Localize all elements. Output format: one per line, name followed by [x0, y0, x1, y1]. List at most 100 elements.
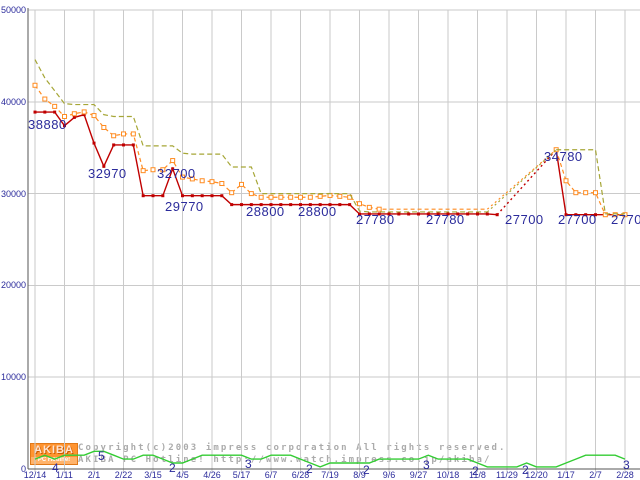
x-tick-label: 1/11 [56, 470, 73, 480]
shop-count-label: 4 [52, 461, 59, 475]
average-price-marker [288, 194, 294, 200]
lowest-price-marker [161, 194, 165, 198]
lowest-price-marker [269, 203, 273, 207]
shop-count-label: 5 [98, 449, 105, 463]
lowest-price-marker [43, 110, 47, 114]
average-price-marker [376, 206, 382, 212]
average-price-marker [258, 194, 264, 200]
lowest-price-marker [593, 213, 597, 217]
x-tick-label: 9/6 [382, 470, 396, 480]
lowest-price-marker [171, 167, 175, 171]
lowest-price-marker [53, 110, 57, 114]
average-price-marker [297, 194, 303, 200]
shop-count-label: 2 [472, 464, 479, 478]
shop-count-label: 3 [623, 458, 630, 472]
lowest-price-marker [436, 212, 440, 216]
lowest-price-marker [210, 194, 214, 198]
x-tick-label: 9/27 [409, 470, 428, 480]
shop_count-line [34, 450, 626, 468]
average-price-marker [160, 167, 166, 173]
lowest-price-marker [584, 213, 588, 217]
x-tick-label: 2/28 [616, 470, 634, 480]
average-price-marker [229, 190, 235, 196]
average-price-marker [52, 103, 58, 109]
lowest_price-line [35, 111, 498, 216]
lowest-price-marker [446, 212, 450, 216]
shop-count-label: 2 [363, 463, 370, 477]
y-tick-label: 20000 [0, 280, 26, 291]
average-price-marker [111, 133, 117, 139]
price-value-label: 34780 [544, 149, 583, 164]
shop-count-label: 2 [169, 461, 176, 475]
lowest-price-marker [92, 141, 96, 145]
x-tick-label: 6/7 [264, 470, 278, 480]
x-tick-label: 6/28 [291, 470, 310, 480]
lowest-price-marker [564, 213, 568, 217]
price-value-label: 38880 [28, 117, 67, 132]
lowest-price-marker [298, 203, 302, 207]
average-price-marker [268, 194, 274, 200]
lowest-price-marker [318, 203, 322, 207]
lowest-price-marker [466, 212, 470, 216]
lowest-price-marker [82, 113, 86, 117]
lowest-price-marker [485, 212, 489, 216]
lowest-price-marker [289, 203, 293, 207]
lowest-price-marker [456, 212, 460, 216]
akiba-logo-title: AKIBA [31, 444, 77, 457]
average-price-marker [120, 131, 126, 137]
average-price-marker [170, 158, 176, 164]
average-price-marker [71, 111, 77, 117]
highest_price-gap-line [486, 149, 557, 213]
average-price-marker [583, 190, 589, 196]
lowest-price-marker [102, 164, 106, 168]
x-tick-label: 5/17 [232, 470, 251, 480]
x-tick-label: 2/1 [87, 470, 101, 480]
y-tick-label: 0 [20, 464, 26, 474]
lowest-price-marker [328, 203, 332, 207]
lowest-price-marker [338, 203, 342, 207]
price-value-label: 27700 [505, 212, 544, 227]
lowest-price-marker [574, 213, 578, 217]
average-price-marker [317, 193, 323, 199]
y-tick-label: 30000 [0, 188, 26, 199]
x-tick-label: 3/15 [144, 470, 162, 480]
lowest-price-marker [475, 212, 479, 216]
highest_price-line [34, 59, 488, 213]
average-price-marker [248, 191, 254, 197]
average-price-marker [140, 168, 146, 174]
lowest-price-marker [230, 203, 234, 207]
average-price-marker [199, 178, 205, 184]
average-price-marker [592, 190, 598, 196]
x-tick-label: 11/8 [469, 470, 486, 480]
lowest-price-marker [239, 203, 243, 207]
lowest-price-marker [377, 212, 381, 216]
lowest-price-marker [416, 212, 420, 216]
x-tick-label: 2/22 [114, 470, 133, 480]
x-tick-label: 12/20 [525, 470, 548, 480]
price-value-label: 29770 [165, 199, 204, 214]
lowest-price-marker [33, 110, 37, 114]
x-tick-label: 10/18 [436, 470, 460, 480]
average_price-gap-line [486, 149, 557, 210]
average-price-marker [101, 125, 107, 131]
average-price-marker [209, 179, 215, 185]
lowest-price-marker [348, 203, 352, 207]
lowest-price-marker [180, 194, 184, 198]
site-url-text: AKIBA PC Hotline! http://www.watch.impre… [78, 455, 492, 465]
lowest-price-marker [72, 115, 76, 119]
lowest-price-marker [279, 203, 283, 207]
shop-count-label: 2 [306, 462, 313, 476]
average-price-marker [278, 194, 284, 200]
lowest-price-marker [141, 194, 145, 198]
lowest-price-marker [367, 212, 371, 216]
lowest-price-marker [249, 203, 253, 207]
x-tick-label: 11/29 [496, 470, 518, 480]
lowest-price-marker [200, 194, 204, 198]
shop-count-label: 2 [522, 463, 529, 477]
average-price-marker [307, 194, 313, 200]
highest_price-line [556, 149, 625, 215]
average-price-marker [238, 181, 244, 187]
average_price-line [34, 84, 488, 210]
